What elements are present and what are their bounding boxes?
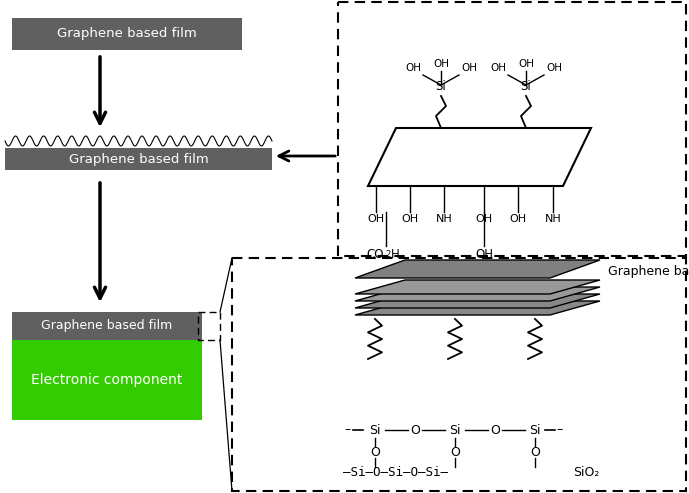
Text: –: – — [557, 423, 563, 436]
Text: Si: Si — [529, 423, 541, 436]
Text: CO: CO — [367, 248, 384, 261]
Text: Graphene based film: Graphene based film — [57, 28, 197, 40]
Text: Graphene based film: Graphene based film — [69, 152, 208, 166]
Text: 2: 2 — [385, 250, 390, 259]
Text: –Si–O–Si–O–Si–: –Si–O–Si–O–Si– — [343, 465, 448, 479]
Text: OH: OH — [475, 214, 493, 224]
Text: O: O — [490, 423, 500, 436]
Polygon shape — [355, 287, 600, 301]
Polygon shape — [355, 301, 600, 315]
Text: Graphene base film: Graphene base film — [608, 266, 689, 279]
Bar — [12, 312, 202, 340]
Text: H: H — [391, 248, 400, 261]
Bar — [12, 340, 202, 420]
Text: Si: Si — [449, 423, 461, 436]
Text: –: – — [345, 423, 351, 436]
Bar — [12, 18, 242, 50]
Text: OH: OH — [405, 63, 421, 73]
Text: NH: NH — [544, 214, 562, 224]
Text: OH: OH — [490, 63, 506, 73]
Text: OH: OH — [509, 214, 526, 224]
Polygon shape — [355, 280, 600, 294]
Polygon shape — [355, 294, 600, 308]
Text: Si: Si — [521, 80, 531, 93]
Text: OH: OH — [433, 59, 449, 69]
Text: OH: OH — [402, 214, 418, 224]
Text: O: O — [450, 446, 460, 458]
Text: Graphene based film: Graphene based film — [41, 319, 173, 332]
Text: O: O — [370, 446, 380, 458]
Text: O: O — [410, 423, 420, 436]
Text: Si: Si — [435, 80, 446, 93]
Bar — [338, 2, 686, 256]
Text: OH: OH — [546, 63, 562, 73]
Bar — [198, 312, 220, 340]
Text: Si: Si — [369, 423, 381, 436]
Text: SiO₂: SiO₂ — [573, 465, 599, 479]
Text: OH: OH — [518, 59, 534, 69]
Text: Electronic component: Electronic component — [31, 373, 183, 387]
Text: O: O — [530, 446, 540, 458]
Bar — [232, 258, 686, 491]
Text: OH: OH — [367, 214, 384, 224]
Bar — [5, 148, 272, 170]
Text: OH: OH — [475, 248, 493, 261]
Text: OH: OH — [461, 63, 477, 73]
Text: NH: NH — [435, 214, 453, 224]
Polygon shape — [355, 260, 600, 278]
